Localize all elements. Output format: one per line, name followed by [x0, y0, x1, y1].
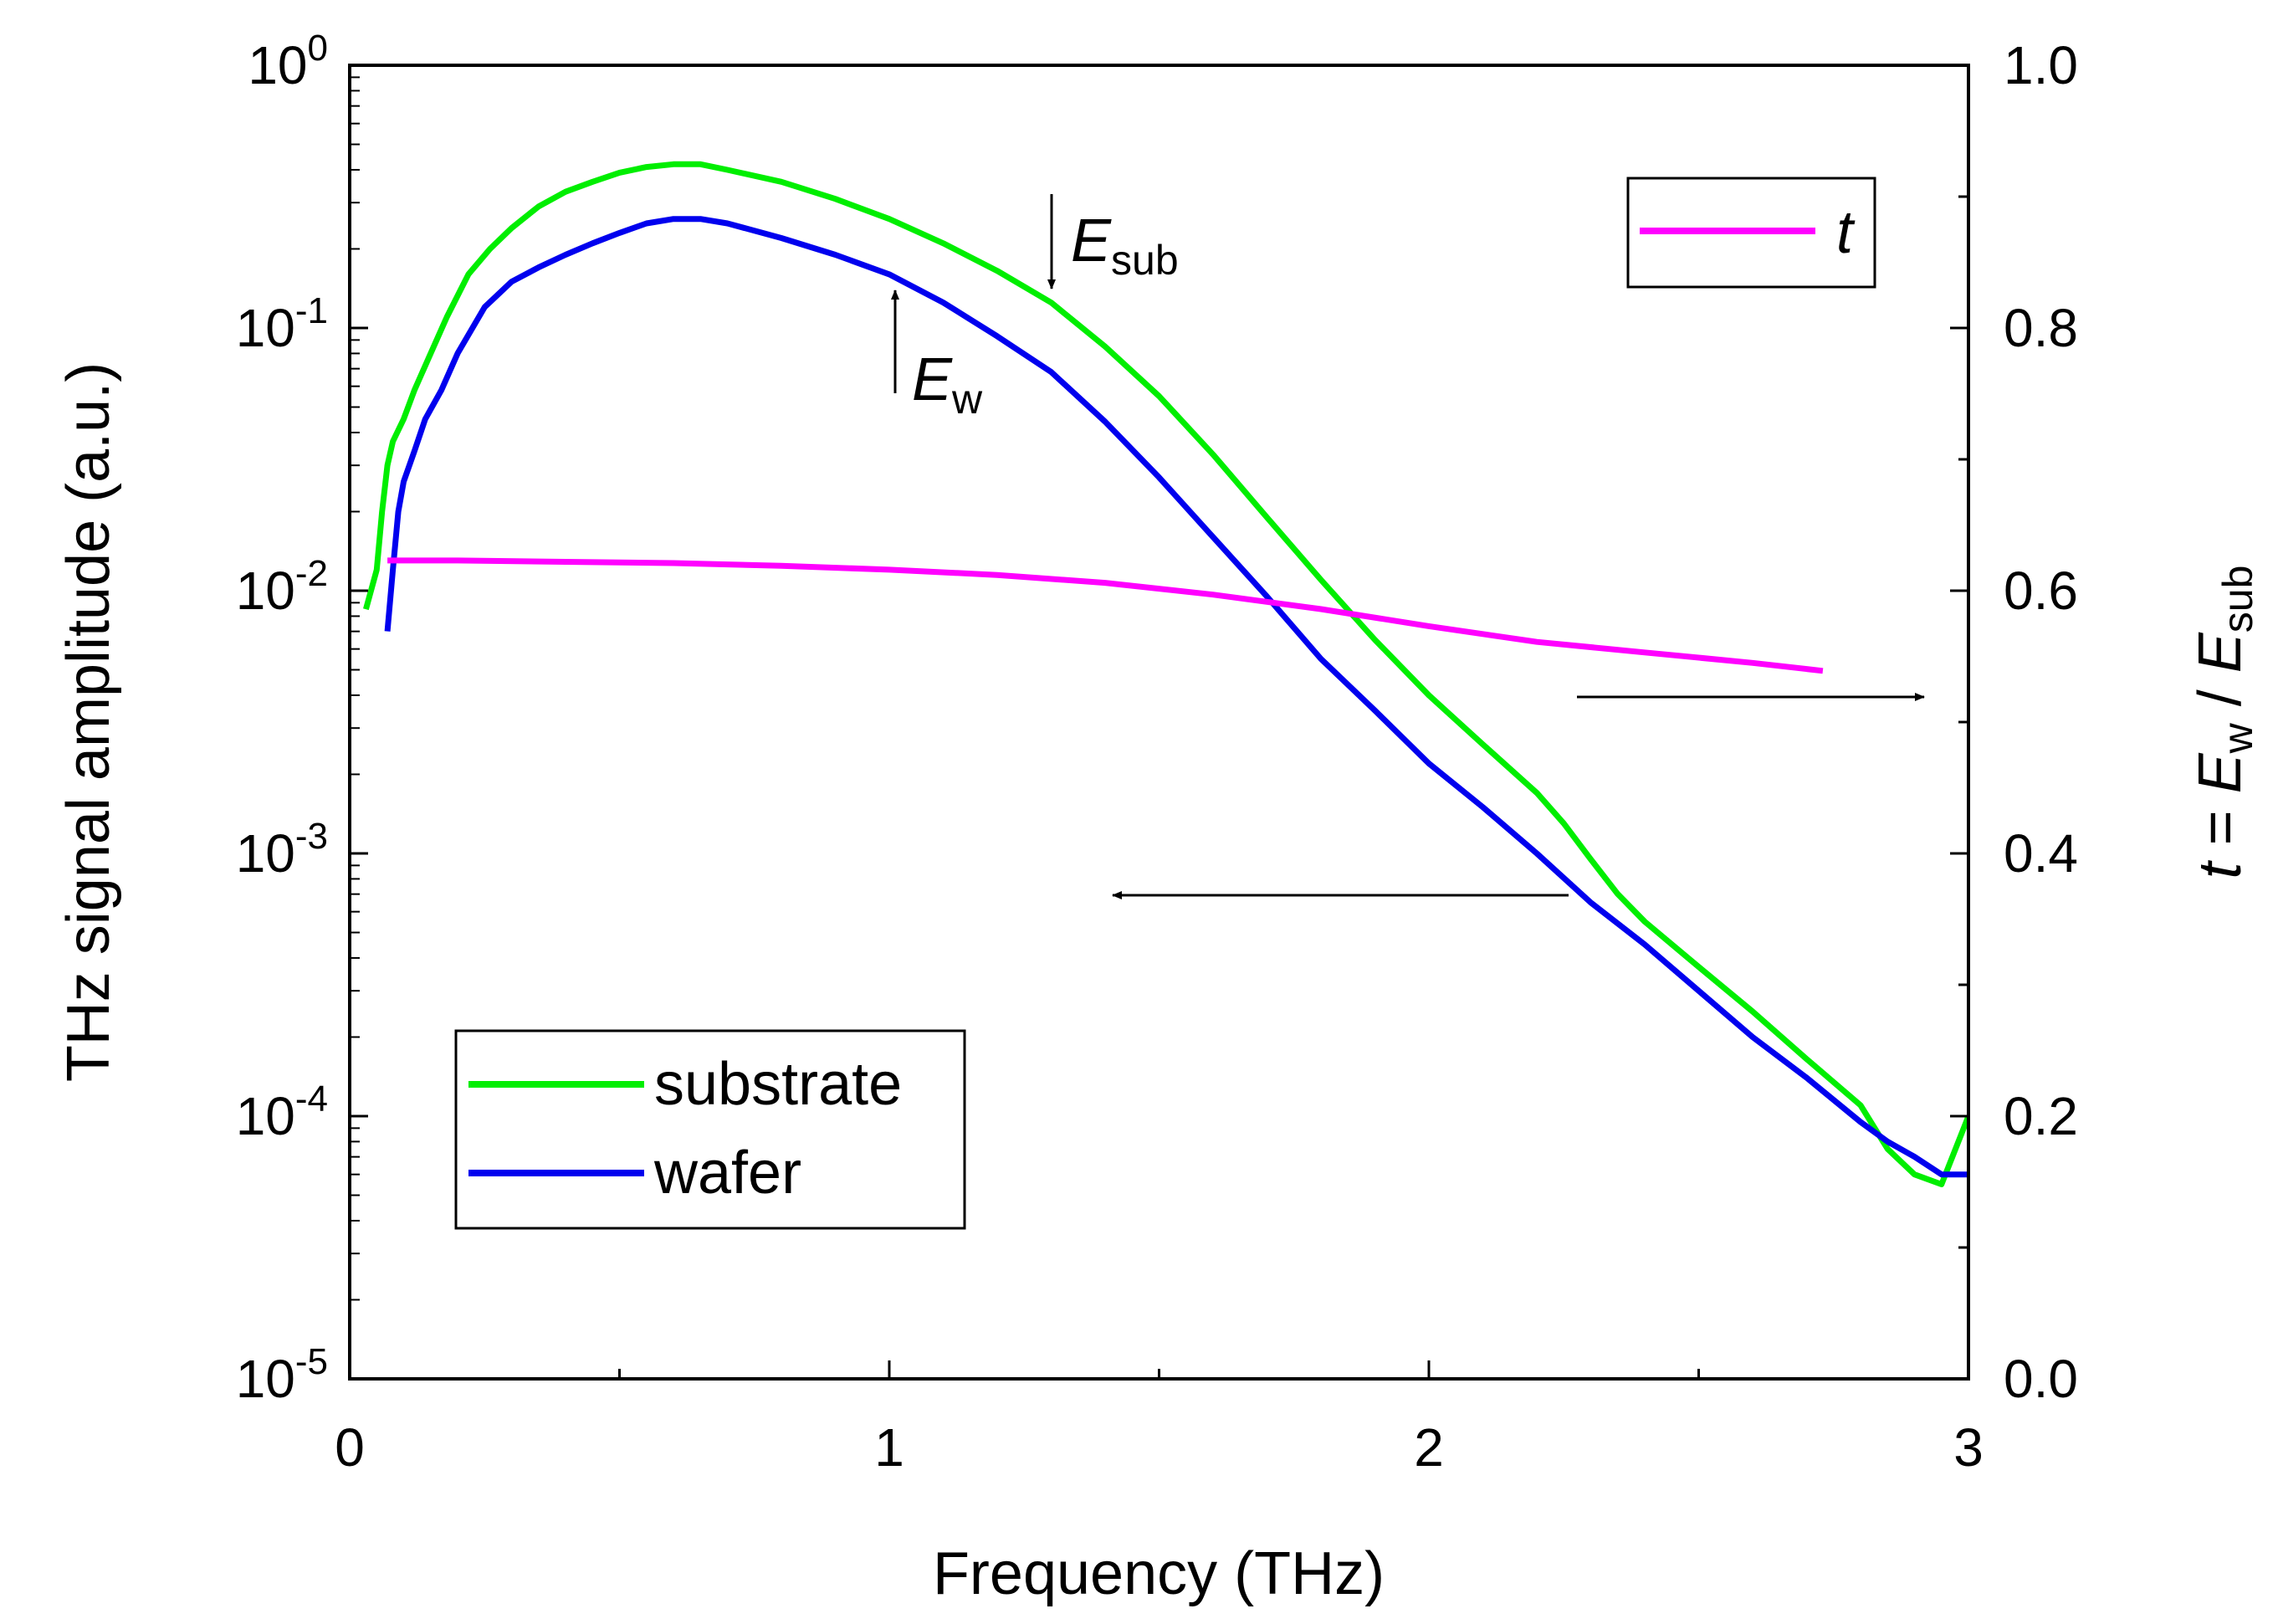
- y-axis-left-title: THz signal amplitude (a.u.): [55, 362, 122, 1082]
- x-tick-label: 3: [1953, 1417, 1984, 1478]
- y-right-tick-label: 0.4: [2004, 823, 2078, 884]
- y-left-tick-label: 100: [248, 28, 328, 95]
- E-w-E: E: [912, 346, 953, 413]
- y-left-tick-label: 10-5: [236, 1341, 328, 1409]
- legend-label-t: t: [1836, 199, 1856, 266]
- x-axis-title: Frequency (THz): [933, 1540, 1385, 1607]
- x-tick-label: 1: [874, 1417, 904, 1478]
- tick-base: 10: [248, 35, 307, 95]
- bottom-tick-labels: 0 1 2 3: [335, 1417, 1984, 1478]
- y-left-tick-label: 10-3: [236, 816, 328, 884]
- tick-exponent: -5: [295, 1341, 328, 1382]
- right-tick-labels: 0.0 0.2 0.4 0.6 0.8 1.0: [2004, 35, 2078, 1409]
- right-title-E1: E: [2187, 752, 2254, 793]
- tick-base: 10: [236, 1349, 295, 1409]
- E-sub-subscript: sub: [1111, 237, 1179, 284]
- svg-text:Ew: Ew: [912, 346, 983, 423]
- tick-base: 10: [236, 823, 295, 884]
- right-title-sub1: w: [2214, 722, 2261, 754]
- svg-text:Esub: Esub: [1071, 207, 1179, 284]
- right-title-eq: =: [2187, 793, 2254, 862]
- y-left-tick-label: 10-2: [236, 553, 328, 621]
- annotation-E-sub: Esub: [1047, 194, 1179, 289]
- tick-exponent: 0: [308, 28, 328, 69]
- y-left-tick-label: 10-4: [236, 1078, 328, 1146]
- x-tick-label: 0: [335, 1417, 365, 1478]
- tick-base: 10: [236, 298, 295, 358]
- y-axis-right-title: t = Ew / Esub: [2187, 566, 2261, 879]
- series-t: [387, 557, 1824, 674]
- annotation-E-w: Ew: [891, 289, 983, 423]
- x-tick-label: 2: [1414, 1417, 1444, 1478]
- legend-label-substrate: substrate: [654, 1051, 902, 1118]
- series-layer: [363, 161, 1968, 1187]
- tick-exponent: -3: [295, 816, 328, 857]
- tick-exponent: -4: [295, 1078, 328, 1119]
- y-right-tick-label: 0.0: [2004, 1349, 2078, 1409]
- y-right-tick-label: 0.2: [2004, 1086, 2078, 1146]
- legend-label-wafer: wafer: [653, 1140, 801, 1206]
- y-right-tick-label: 0.8: [2004, 298, 2078, 358]
- legend-left: substrate wafer: [454, 1029, 966, 1230]
- ticks-layer: [348, 64, 1970, 1381]
- right-title-t: t: [2187, 859, 2254, 879]
- tick-exponent: -1: [295, 290, 328, 331]
- right-title-sub2: sub: [2214, 566, 2261, 633]
- series-wafer: [384, 216, 1968, 1178]
- legend-left-box: [454, 1029, 966, 1230]
- y-right-tick-label: 0.6: [2004, 561, 2078, 621]
- tick-exponent: -2: [295, 553, 328, 594]
- right-title-slash: /: [2187, 673, 2254, 723]
- legend-right: t: [1626, 177, 1876, 289]
- right-title-E2: E: [2187, 632, 2254, 673]
- E-sub-E: E: [1071, 207, 1112, 274]
- y-left-tick-label: 10-1: [236, 290, 328, 358]
- y-right-tick-label: 1.0: [2004, 35, 2078, 95]
- series-substrate: [363, 161, 1968, 1187]
- tick-base: 10: [236, 1086, 295, 1146]
- tick-base: 10: [236, 561, 295, 621]
- E-w-subscript: w: [951, 376, 983, 423]
